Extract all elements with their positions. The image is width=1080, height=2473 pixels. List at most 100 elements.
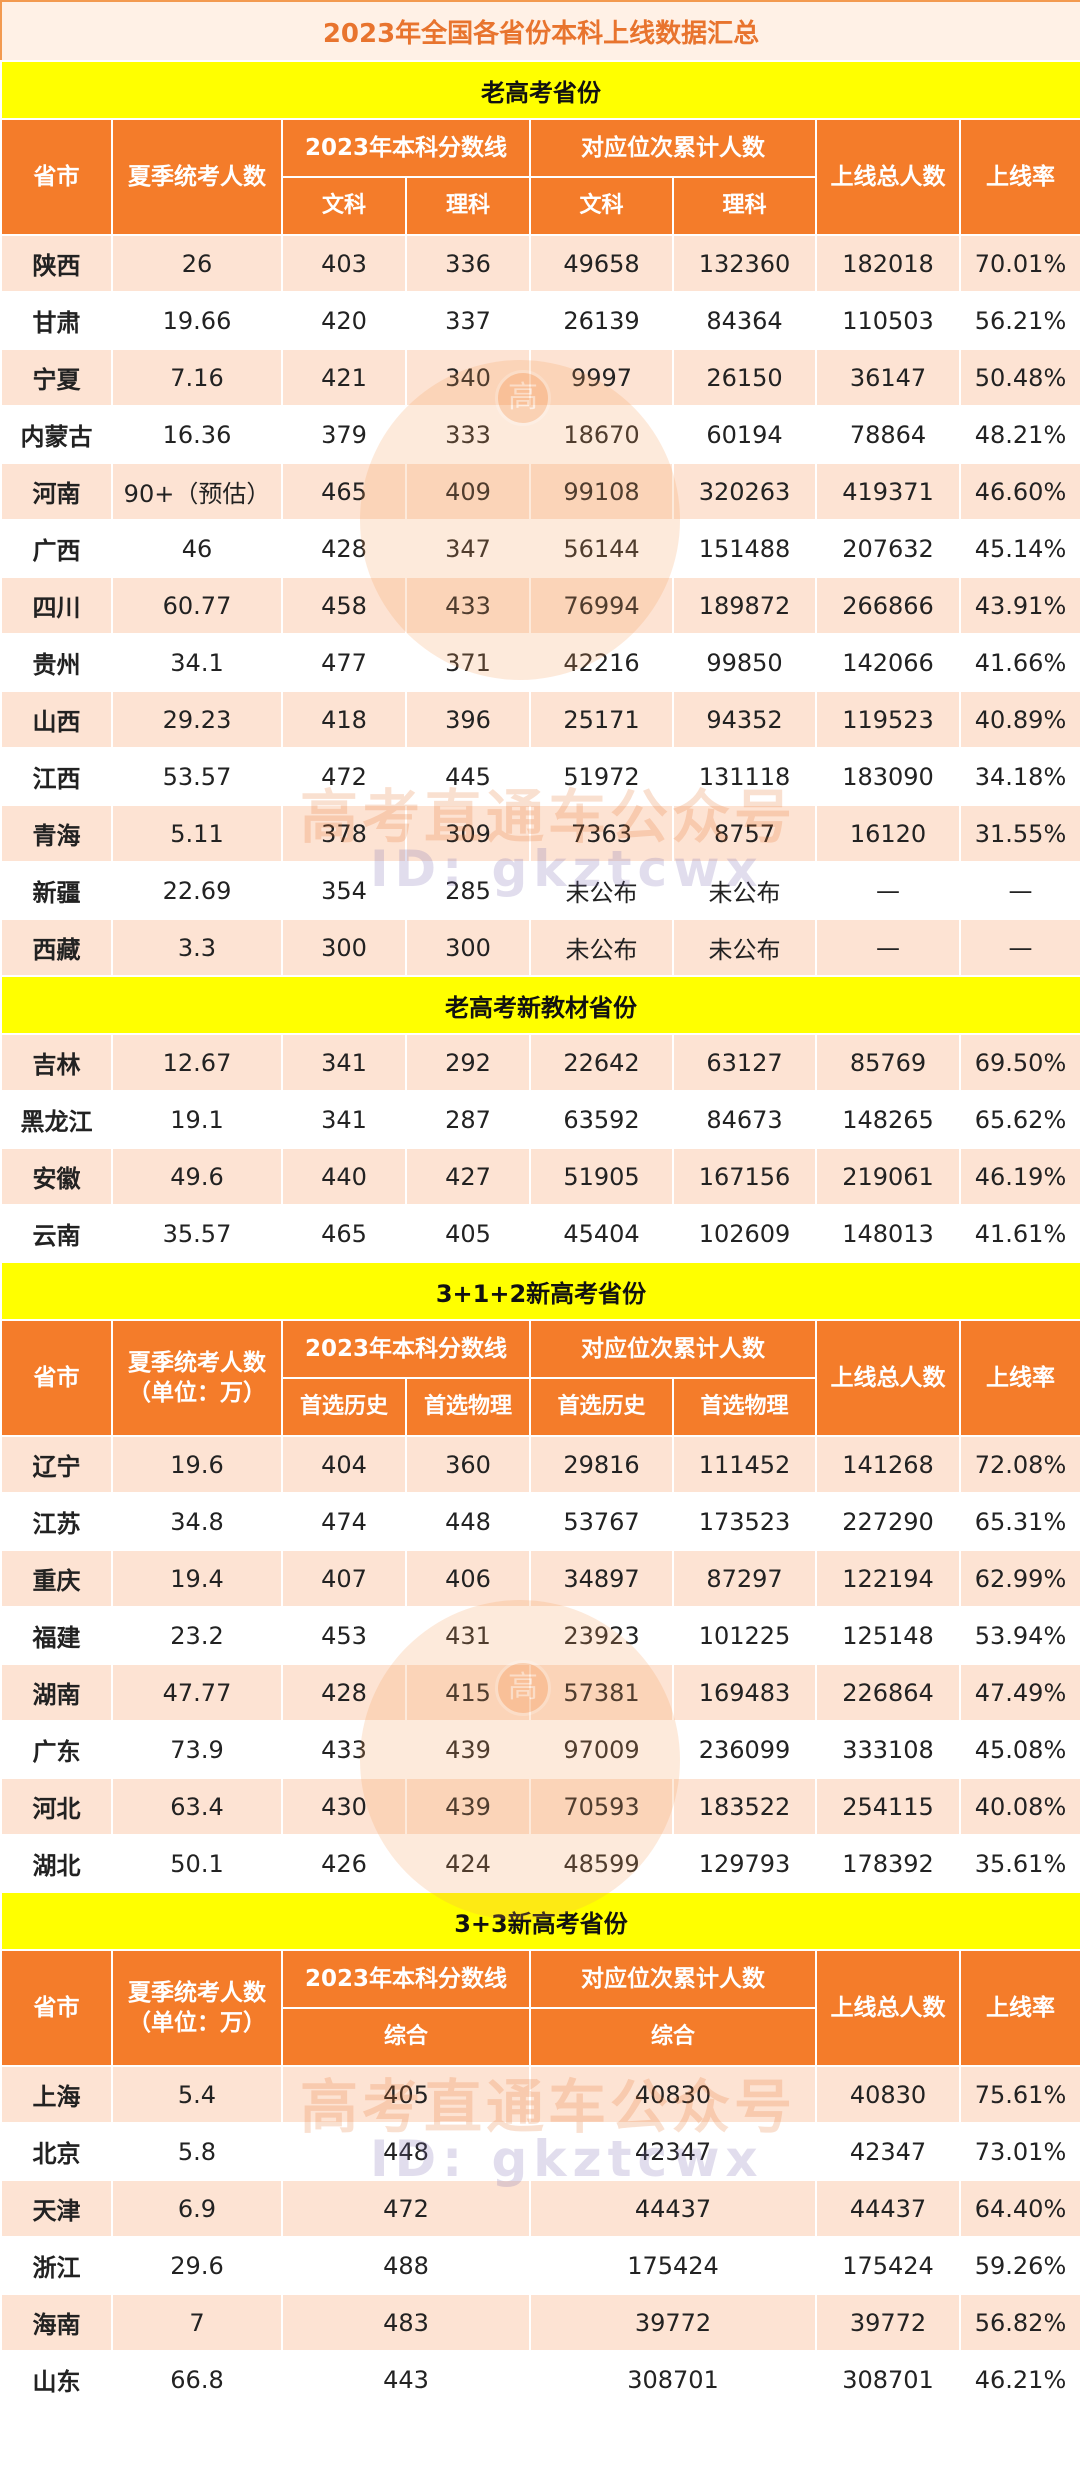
takers-value: 19.1 xyxy=(111,1090,283,1149)
rate-value: 34.18% xyxy=(959,747,1080,806)
rate-value: 41.66% xyxy=(959,633,1080,692)
cumulative-a: 51972 xyxy=(529,747,674,806)
table-row: 天津 6.9 472 44437 44437 64.40% xyxy=(0,2179,1080,2238)
takers-value: 5.11 xyxy=(111,804,283,863)
province-name: 海南 xyxy=(0,2293,113,2352)
score-line-b: 285 xyxy=(405,861,531,920)
header-sub-arts: 文科 xyxy=(281,176,407,236)
cumulative-a: 99108 xyxy=(529,462,674,521)
page-title: 2023年全国各省份本科上线数据汇总 xyxy=(0,0,1080,62)
table-row: 福建 23.2 453 431 23923 101225 125148 53.94% xyxy=(0,1606,1080,1665)
header-takers-unit: （单位：万） xyxy=(128,2010,266,2036)
header-sub-composite: 综合 xyxy=(281,2007,531,2067)
table-row: 浙江 29.6 488 175424 175424 59.26% xyxy=(0,2236,1080,2295)
rate-value: 62.99% xyxy=(959,1549,1080,1608)
score-line-b: 333 xyxy=(405,405,531,464)
total-value: 142066 xyxy=(815,633,961,692)
table-row: 广东 73.9 433 439 97009 236099 333108 45.08% xyxy=(0,1720,1080,1779)
header-sub-history: 首选历史 xyxy=(281,1377,407,1437)
rate-value: — xyxy=(959,918,1080,977)
province-name: 河北 xyxy=(0,1777,113,1836)
section-title-312-new-gaokao: 3+1+2新高考省份 xyxy=(0,1261,1080,1321)
province-name: 重庆 xyxy=(0,1549,113,1608)
header-province: 省市 xyxy=(0,1319,113,1437)
takers-value: 19.6 xyxy=(111,1435,283,1494)
takers-value: 23.2 xyxy=(111,1606,283,1665)
cumulative-composite: 39772 xyxy=(529,2293,817,2352)
score-line-a: 379 xyxy=(281,405,407,464)
header-takers: 夏季统考人数 xyxy=(111,118,283,236)
takers-value: 34.8 xyxy=(111,1492,283,1551)
table-row: 河北 63.4 430 439 70593 183522 254115 40.08% xyxy=(0,1777,1080,1836)
province-name: 浙江 xyxy=(0,2236,113,2295)
province-name: 上海 xyxy=(0,2065,113,2124)
cumulative-composite: 308701 xyxy=(529,2350,817,2409)
cumulative-a: 未公布 xyxy=(529,918,674,977)
total-value: 39772 xyxy=(815,2293,961,2352)
total-value: 36147 xyxy=(815,348,961,407)
takers-value: 66.8 xyxy=(111,2350,283,2409)
cumulative-b: 173523 xyxy=(672,1492,817,1551)
cumulative-b: 94352 xyxy=(672,690,817,749)
cumulative-b: 87297 xyxy=(672,1549,817,1608)
table-row: 湖北 50.1 426 424 48599 129793 178392 35.61% xyxy=(0,1834,1080,1893)
takers-value: 5.4 xyxy=(111,2065,283,2124)
rate-value: — xyxy=(959,861,1080,920)
table-row: 重庆 19.4 407 406 34897 87297 122194 62.99% xyxy=(0,1549,1080,1608)
cumulative-a: 49658 xyxy=(529,234,674,293)
table-row: 四川 60.77 458 433 76994 189872 266866 43.91% xyxy=(0,576,1080,635)
table-row: 宁夏 7.16 421 340 9997 26150 36147 50.48% xyxy=(0,348,1080,407)
cumulative-a: 18670 xyxy=(529,405,674,464)
table-row: 吉林 12.67 341 292 22642 63127 85769 69.50% xyxy=(0,1033,1080,1092)
total-value: 333108 xyxy=(815,1720,961,1779)
rate-value: 70.01% xyxy=(959,234,1080,293)
score-line-a: 474 xyxy=(281,1492,407,1551)
header-sub-physics: 首选物理 xyxy=(405,1377,531,1437)
score-line-a: 354 xyxy=(281,861,407,920)
table-row: 山东 66.8 443 308701 308701 46.21% xyxy=(0,2350,1080,2409)
score-line-a: 428 xyxy=(281,519,407,578)
score-line-composite: 488 xyxy=(281,2236,531,2295)
cumulative-a: 29816 xyxy=(529,1435,674,1494)
cumulative-a: 63592 xyxy=(529,1090,674,1149)
rate-value: 56.82% xyxy=(959,2293,1080,2352)
takers-value: 29.23 xyxy=(111,690,283,749)
score-line-b: 340 xyxy=(405,348,531,407)
rate-value: 46.60% xyxy=(959,462,1080,521)
score-line-b: 336 xyxy=(405,234,531,293)
score-line-a: 300 xyxy=(281,918,407,977)
takers-value: 49.6 xyxy=(111,1147,283,1206)
province-name: 江西 xyxy=(0,747,113,806)
province-name: 湖南 xyxy=(0,1663,113,1722)
total-value: 119523 xyxy=(815,690,961,749)
total-value: 182018 xyxy=(815,234,961,293)
score-line-b: 433 xyxy=(405,576,531,635)
table-row: 甘肃 19.66 420 337 26139 84364 110503 56.21% xyxy=(0,291,1080,350)
score-line-a: 453 xyxy=(281,1606,407,1665)
cumulative-b: 320263 xyxy=(672,462,817,521)
score-line-a: 420 xyxy=(281,291,407,350)
rate-value: 72.08% xyxy=(959,1435,1080,1494)
total-value: 226864 xyxy=(815,1663,961,1722)
total-value: — xyxy=(815,861,961,920)
score-line-b: 406 xyxy=(405,1549,531,1608)
header-total: 上线总人数 xyxy=(815,1319,961,1437)
score-line-a: 421 xyxy=(281,348,407,407)
score-line-a: 465 xyxy=(281,462,407,521)
score-line-b: 300 xyxy=(405,918,531,977)
header-score-line: 2023年本科分数线 xyxy=(281,118,531,178)
province-name: 甘肃 xyxy=(0,291,113,350)
header-sub-science: 理科 xyxy=(405,176,531,236)
total-value: 148265 xyxy=(815,1090,961,1149)
cumulative-b: 99850 xyxy=(672,633,817,692)
province-name: 陕西 xyxy=(0,234,113,293)
total-value: 16120 xyxy=(815,804,961,863)
rate-value: 40.89% xyxy=(959,690,1080,749)
cumulative-b: 131118 xyxy=(672,747,817,806)
header-sub-physics: 首选物理 xyxy=(672,1377,817,1437)
header-cumulative: 对应位次累计人数 xyxy=(529,118,817,178)
cumulative-a: 25171 xyxy=(529,690,674,749)
score-line-a: 465 xyxy=(281,1204,407,1263)
total-value: 183090 xyxy=(815,747,961,806)
